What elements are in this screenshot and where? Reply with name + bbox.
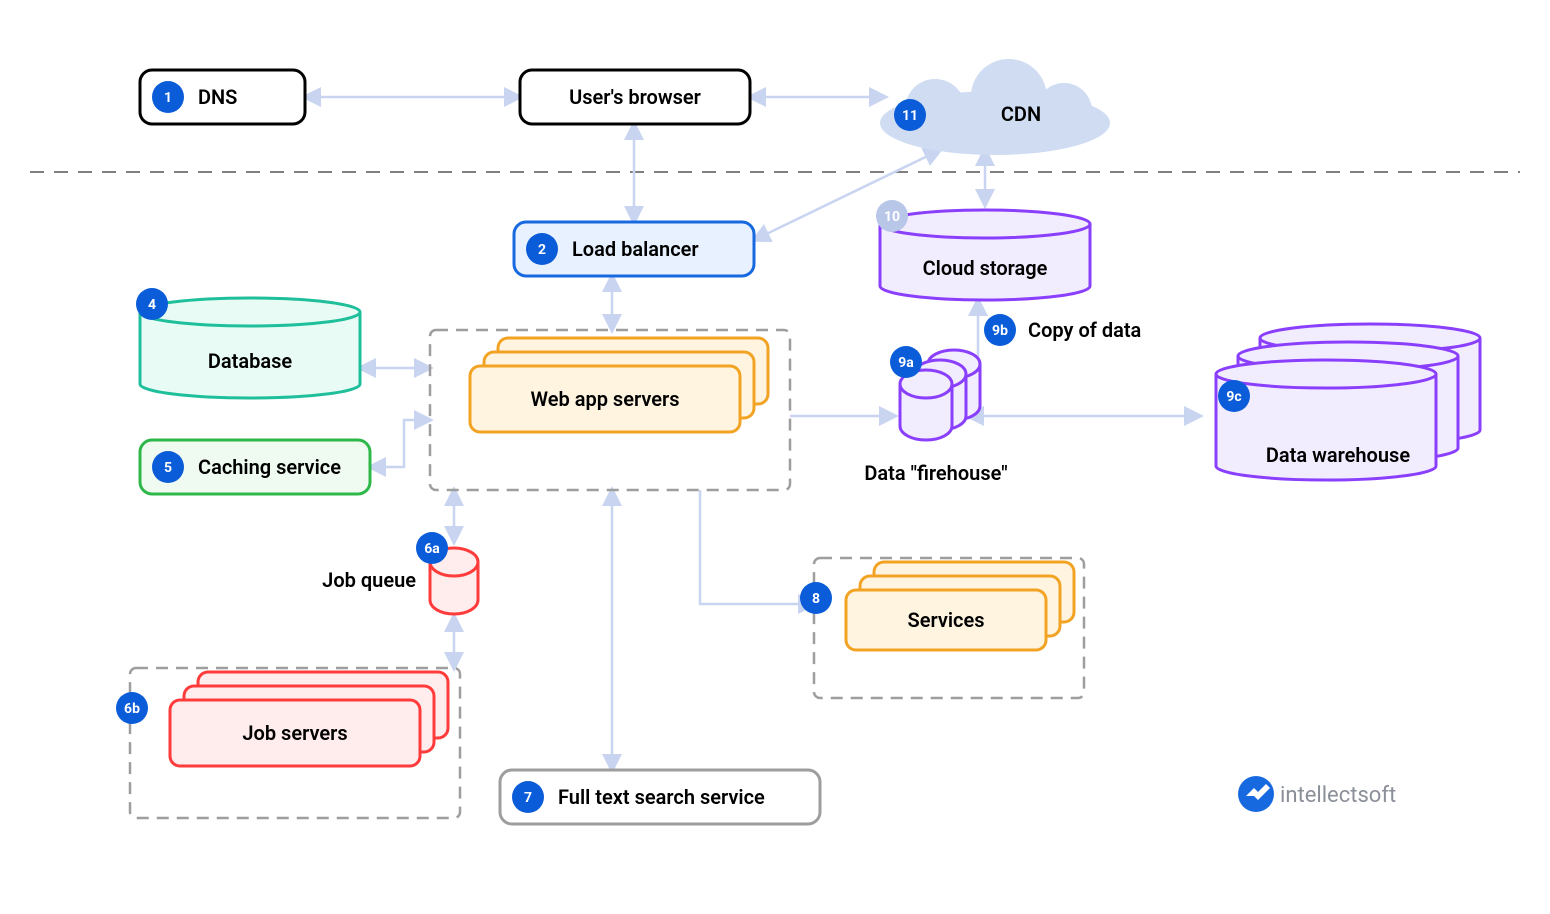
node-label: Full text search service	[558, 785, 765, 809]
node-label: Copy of data	[1028, 318, 1141, 342]
node-label: Caching service	[198, 455, 341, 479]
node-label: Database	[208, 349, 293, 373]
badge-label: 6a	[424, 541, 440, 557]
badge-label: 9a	[898, 355, 914, 371]
node-label: Services	[907, 608, 984, 632]
node-database: Database	[140, 298, 360, 398]
badge-label: 5	[164, 460, 172, 476]
node-copy_of_data: Copy of data	[1028, 318, 1141, 342]
node-data_warehouse: Data warehouse	[1216, 324, 1480, 480]
badge-label: 6b	[124, 701, 140, 717]
badge-label: 9c	[1226, 389, 1241, 405]
node-label: Web app servers	[530, 387, 679, 411]
badge-label: 1	[164, 90, 172, 106]
node-cloud_storage: Cloud storage	[880, 210, 1090, 300]
badge-label: 10	[884, 209, 900, 225]
node-browser: User's browser	[520, 70, 750, 124]
badge-label: 7	[524, 790, 532, 806]
badge-label: 11	[902, 108, 918, 124]
badge-label: 8	[812, 591, 820, 607]
badge-label: 4	[148, 297, 156, 313]
node-label: Job queue	[322, 568, 416, 592]
node-label: DNS	[198, 85, 237, 109]
node-label: User's browser	[569, 85, 701, 109]
node-label: Data "firehouse"	[864, 461, 1007, 485]
node-label: Load balancer	[572, 237, 699, 261]
badge-label: 2	[538, 242, 546, 258]
node-label: Data warehouse	[1266, 443, 1410, 467]
node-label: CDN	[1001, 102, 1041, 126]
node-label: Cloud storage	[923, 256, 1048, 280]
node-label: Job servers	[242, 721, 347, 745]
badge-label: 9b	[992, 323, 1008, 339]
logo-text: intellectsoft	[1280, 783, 1396, 808]
node-fulltext: Full text search service	[500, 770, 820, 824]
